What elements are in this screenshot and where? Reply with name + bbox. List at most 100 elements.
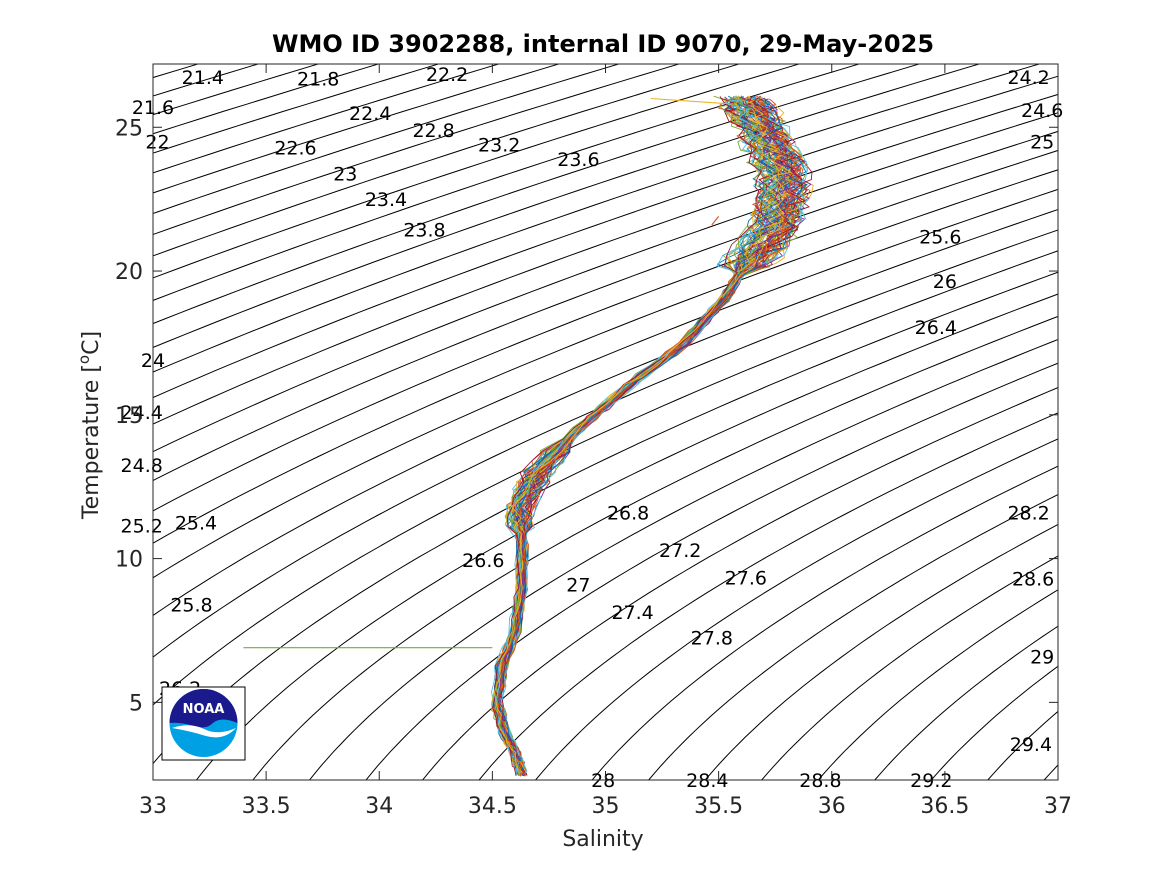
- x-tick-label: 36.5: [920, 794, 969, 819]
- y-axis-label: Temperature [oC]: [75, 331, 104, 520]
- isoline-35: [478, 412, 1058, 780]
- contour-label: 24.6: [1021, 100, 1063, 122]
- outlier-segment-1: [650, 97, 737, 105]
- profile-0: [497, 98, 793, 773]
- isoline-0: [0, 40, 39, 809]
- x-tick-label: 34.5: [468, 794, 517, 819]
- isoline-40: [761, 555, 1058, 780]
- profile-34: [495, 96, 785, 776]
- profile-57: [494, 97, 770, 775]
- profile-17: [499, 96, 797, 773]
- profile-42: [496, 97, 791, 774]
- contour-label: 23: [333, 163, 357, 185]
- profile-79: [494, 97, 793, 774]
- isoline-12: [153, 64, 681, 236]
- profile-39: [495, 96, 789, 775]
- contour-label: 23.8: [403, 219, 445, 241]
- profile-31: [494, 96, 792, 777]
- profile-16: [493, 96, 779, 775]
- contour-labels: 21.4 21.8 22.2 24.221.6 22.4 24.622.822 2523.2…: [121, 64, 1064, 792]
- isoline-30: [195, 293, 1058, 780]
- profile-76: [492, 96, 762, 777]
- y-tick-label: 5: [129, 691, 143, 716]
- profile-40: [495, 96, 793, 775]
- isoline-43: [930, 665, 1058, 780]
- isoline-28: [153, 250, 1058, 706]
- profile-75: [496, 98, 777, 775]
- isoline-32: [308, 338, 1058, 780]
- profile-30: [497, 99, 797, 774]
- isoline-22: [153, 130, 1058, 482]
- isoline-20: [153, 93, 1058, 425]
- isoline-26: [153, 208, 1058, 617]
- isoline-17: [153, 64, 981, 349]
- isoline-11: [153, 64, 621, 215]
- contour-label: 22.6: [274, 137, 316, 159]
- profile-36: [498, 98, 800, 776]
- profile-29: [496, 97, 792, 774]
- isoline-41: [817, 589, 1058, 780]
- profile-9: [496, 99, 795, 775]
- y-axis: 5 10 15 20 25: [115, 116, 1058, 716]
- isoline-10: [153, 64, 561, 194]
- profile-78: [497, 99, 802, 777]
- contour-label: 25.6: [919, 227, 961, 249]
- contour-label: 27.4: [611, 602, 653, 624]
- contour-label: 26.6: [462, 550, 504, 572]
- contour-label: 27.6: [725, 567, 767, 589]
- profile-7: [492, 95, 775, 776]
- contour-label: 22.2: [426, 64, 468, 86]
- contour-label: 21.8: [297, 68, 339, 90]
- x-axis: 33 33.5 34 34.5 35 35.5 36 36.5 37: [139, 64, 1072, 819]
- contour-label: 28.6: [1012, 569, 1054, 591]
- x-tick-label: 34: [365, 794, 393, 819]
- profile-33: [500, 98, 793, 773]
- isoline-42: [874, 625, 1058, 780]
- profile-70: [494, 97, 785, 774]
- isoline-27: [153, 229, 1058, 658]
- profile-67: [493, 99, 778, 776]
- contour-label: 28: [591, 770, 615, 792]
- contour-label: 22.8: [412, 120, 454, 142]
- profile-11: [492, 95, 773, 776]
- y-tick-label: 20: [115, 260, 143, 285]
- isoline-15: [153, 64, 861, 301]
- contour-label: 26: [933, 271, 957, 293]
- noaa-logo-text: NOAA: [183, 702, 225, 717]
- contour-label: 22: [145, 132, 169, 154]
- isoline-25: [153, 188, 1058, 579]
- isoline-38: [648, 494, 1058, 780]
- contour-label: 28.8: [799, 770, 841, 792]
- x-tick-label: 35: [592, 794, 620, 819]
- profile-66: [498, 98, 797, 775]
- x-tick-label: 35.5: [694, 794, 743, 819]
- profile-14: [497, 98, 801, 776]
- isoline-9: [153, 64, 501, 174]
- contour-label: 27.2: [659, 540, 701, 562]
- profile-54: [491, 96, 771, 773]
- contour-label: 25.4: [175, 513, 217, 535]
- contour-label: 26.4: [915, 317, 957, 339]
- isoline-23: [153, 149, 1058, 512]
- isoline-18: [153, 64, 1041, 373]
- isoline-34: [421, 386, 1058, 780]
- profile-22: [496, 97, 798, 773]
- x-tick-label: 33.5: [242, 794, 291, 819]
- outlier-segment-2: [711, 216, 720, 226]
- contour-label: 23.6: [557, 149, 599, 171]
- isoline-14: [153, 64, 801, 279]
- contour-label: 25: [1030, 132, 1054, 154]
- contour-label: 24.8: [121, 455, 163, 477]
- contour-label: 22.4: [349, 103, 391, 125]
- isoline-24: [153, 169, 1058, 544]
- contour-label: 29.2: [910, 770, 952, 792]
- x-tick-label: 36: [818, 794, 846, 819]
- contour-label: 29: [1030, 646, 1054, 668]
- y-tick-label: 15: [115, 404, 143, 429]
- contour-label: 25.8: [170, 595, 212, 617]
- chart-title: WMO ID 3902288, internal ID 9070, 29-May…: [272, 30, 934, 58]
- contour-label: 27: [566, 575, 590, 597]
- isoline-31: [252, 315, 1058, 780]
- profile-15: [493, 95, 798, 776]
